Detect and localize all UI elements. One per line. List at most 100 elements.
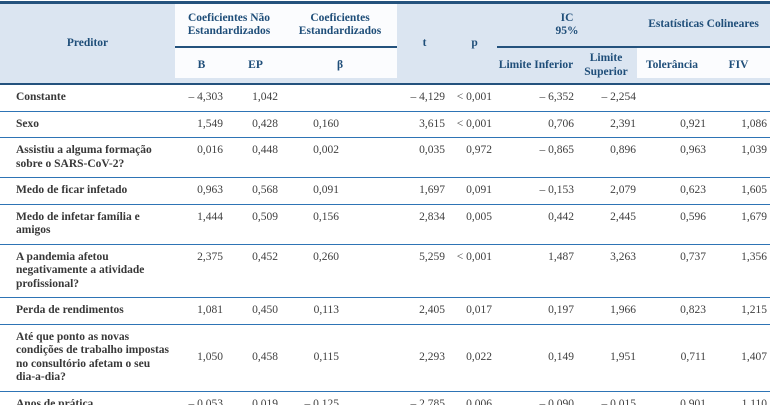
cell-limite-superior: – 2,254: [575, 84, 638, 112]
cell-limite-superior: 0,896: [575, 137, 638, 178]
cell-beta: 0,002: [283, 137, 398, 178]
cell-b: 2,375: [175, 244, 228, 298]
cell-tolerancia: 0,737: [637, 244, 708, 298]
table-row: Medo de infetar família e amigos 1,444 0…: [0, 204, 770, 245]
predictor-label: Assistiu a alguma formação sobre o SARS-…: [0, 137, 175, 178]
cell-t: 3,615: [397, 111, 453, 138]
cell-limite-inferior: – 0,865: [497, 137, 576, 178]
cell-fiv: 1,605: [707, 177, 770, 205]
cell-ep: 0,509: [228, 204, 284, 245]
cell-beta: 0,113: [283, 297, 398, 325]
cell-t: 2,834: [397, 204, 453, 245]
cell-p: 0,091: [452, 177, 498, 205]
table-row: Até que ponto as novas condições de trab…: [0, 324, 770, 392]
cell-limite-inferior: 0,442: [497, 204, 576, 245]
cell-fiv: 1,039: [707, 137, 770, 178]
cell-t: – 2,785: [397, 391, 453, 405]
cell-ep: 0,019: [228, 391, 284, 405]
cell-ep: 1,042: [228, 84, 284, 112]
ic-95-label: IC 95%: [555, 11, 579, 38]
cell-tolerancia: 0,623: [637, 177, 708, 205]
cell-beta: [283, 84, 398, 112]
cell-limite-inferior: – 0,153: [497, 177, 576, 205]
predictor-label: Medo de ficar infetado: [0, 177, 175, 205]
cell-fiv: [707, 84, 770, 112]
cell-b: 1,081: [175, 297, 228, 325]
cell-limite-inferior: 0,197: [497, 297, 576, 325]
cell-limite-superior: 2,445: [575, 204, 638, 245]
predictor-label: Sexo: [0, 111, 175, 138]
cell-beta: – 0,125: [283, 391, 398, 405]
header-preditor: Preditor: [0, 2, 175, 85]
table-row: Anos de prática – 0,053 0,019 – 0,125 – …: [0, 391, 770, 405]
subheader-tolerancia: Tolerância: [637, 47, 708, 85]
cell-fiv: 1,356: [707, 244, 770, 298]
cell-beta: 0,160: [283, 111, 398, 138]
cell-b: 0,016: [175, 137, 228, 178]
cell-ep: 0,450: [228, 297, 284, 325]
cell-p: 0,005: [452, 204, 498, 245]
subheader-fiv: FIV: [707, 47, 770, 85]
cell-ep: 0,428: [228, 111, 284, 138]
cell-b: 1,050: [175, 324, 228, 392]
cell-fiv: 1,110: [707, 391, 770, 405]
table-row: A pandemia afetou negativamente a ativid…: [0, 244, 770, 298]
cell-limite-inferior: 0,706: [497, 111, 576, 138]
header-p: p: [452, 2, 498, 85]
cell-limite-inferior: 1,487: [497, 244, 576, 298]
predictor-label: Perda de rendimentos: [0, 297, 175, 325]
cell-limite-inferior: 0,149: [497, 324, 576, 392]
subheader-ep: EP: [228, 47, 284, 85]
cell-fiv: 1,086: [707, 111, 770, 138]
cell-tolerancia: 0,823: [637, 297, 708, 325]
cell-limite-superior: 1,951: [575, 324, 638, 392]
cell-p: 0,017: [452, 297, 498, 325]
cell-beta: 0,115: [283, 324, 398, 392]
cell-limite-superior: 2,079: [575, 177, 638, 205]
cell-p: < 0,001: [452, 244, 498, 298]
cell-beta: 0,091: [283, 177, 398, 205]
cell-fiv: 1,215: [707, 297, 770, 325]
cell-t: 2,405: [397, 297, 453, 325]
cell-limite-superior: – 0,015: [575, 391, 638, 405]
cell-tolerancia: 0,901: [637, 391, 708, 405]
cell-t: 1,697: [397, 177, 453, 205]
cell-b: – 0,053: [175, 391, 228, 405]
predictor-label: Até que ponto as novas condições de trab…: [0, 324, 175, 392]
table-row: Assistiu a alguma formação sobre o SARS-…: [0, 137, 770, 178]
cell-t: – 4,129: [397, 84, 453, 112]
cell-beta: 0,156: [283, 204, 398, 245]
cell-tolerancia: 0,596: [637, 204, 708, 245]
cell-limite-inferior: – 6,352: [497, 84, 576, 112]
header-group-estatisticas-colineares: Estatísticas Colineares: [637, 2, 770, 48]
predictor-label: Anos de prática: [0, 391, 175, 405]
cell-p: 0,022: [452, 324, 498, 392]
cell-b: 1,444: [175, 204, 228, 245]
cell-ep: 0,568: [228, 177, 284, 205]
subheader-beta: β: [283, 47, 398, 85]
table-row: Sexo 1,549 0,428 0,160 3,615 < 0,001 0,7…: [0, 111, 770, 138]
table-body: Constante – 4,303 1,042 – 4,129 < 0,001 …: [0, 84, 770, 405]
header-group-coef-nao-estandardizados: Coeficientes Não Estandardizados: [175, 2, 284, 48]
subheader-b: B: [175, 47, 228, 85]
cell-t: 2,293: [397, 324, 453, 392]
table-row: Constante – 4,303 1,042 – 4,129 < 0,001 …: [0, 84, 770, 112]
cell-tolerancia: 0,963: [637, 137, 708, 178]
cell-fiv: 1,679: [707, 204, 770, 245]
cell-ep: 0,458: [228, 324, 284, 392]
table-row: Perda de rendimentos 1,081 0,450 0,113 2…: [0, 297, 770, 325]
cell-ep: 0,448: [228, 137, 284, 178]
cell-limite-superior: 2,391: [575, 111, 638, 138]
cell-limite-superior: 3,263: [575, 244, 638, 298]
cell-limite-superior: 1,966: [575, 297, 638, 325]
cell-tolerancia: [637, 84, 708, 112]
cell-b: – 4,303: [175, 84, 228, 112]
cell-t: 5,259: [397, 244, 453, 298]
predictor-label: Medo de infetar família e amigos: [0, 204, 175, 245]
cell-p: 0,972: [452, 137, 498, 178]
cell-p: 0,006: [452, 391, 498, 405]
cell-beta: 0,260: [283, 244, 398, 298]
header-t: t: [397, 2, 453, 85]
table-header: Preditor Coeficientes Não Estandardizado…: [0, 2, 770, 85]
